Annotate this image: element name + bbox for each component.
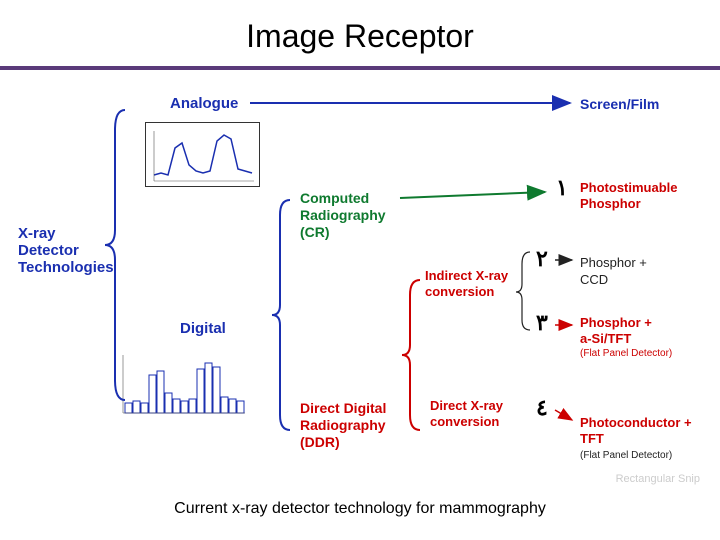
- title-underline: [0, 66, 720, 70]
- indirect-label: Indirect X-ray conversion: [425, 268, 508, 299]
- photoconductor-label: Photoconductor + TFT: [580, 415, 692, 446]
- phosphor-tft-sub: (Flat Panel Detector): [580, 348, 672, 359]
- screenfilm-label: Screen/Film: [580, 96, 659, 112]
- phosphor-tft-label: Phosphor + a-Si/TFT: [580, 315, 652, 346]
- phosphor-ccd-label: Phosphor + CCD: [580, 255, 647, 289]
- num-2: ٢: [536, 246, 548, 272]
- watermark: Rectangular Snip: [616, 473, 700, 485]
- photoconductor-sub: (Flat Panel Detector): [580, 450, 672, 461]
- cr-label: Computed Radiography (CR): [300, 190, 386, 240]
- page-title: Image Receptor: [0, 18, 720, 55]
- digital-chart: [115, 345, 250, 420]
- direct-conv-label: Direct X-ray conversion: [430, 398, 503, 429]
- ddr-label: Direct Digital Radiography (DDR): [300, 400, 386, 450]
- num-3: ٣: [536, 310, 548, 336]
- photostim-label: Photostimuable Phosphor: [580, 180, 678, 211]
- num-4: ٤: [536, 395, 548, 421]
- analogue-label: Analogue: [170, 95, 238, 112]
- caption: Current x-ray detector technology for ma…: [0, 500, 720, 518]
- root-label: X-ray Detector Technologies: [18, 225, 114, 276]
- digital-label: Digital: [180, 320, 226, 337]
- analog-chart: [145, 122, 260, 187]
- num-1: ١: [556, 175, 568, 201]
